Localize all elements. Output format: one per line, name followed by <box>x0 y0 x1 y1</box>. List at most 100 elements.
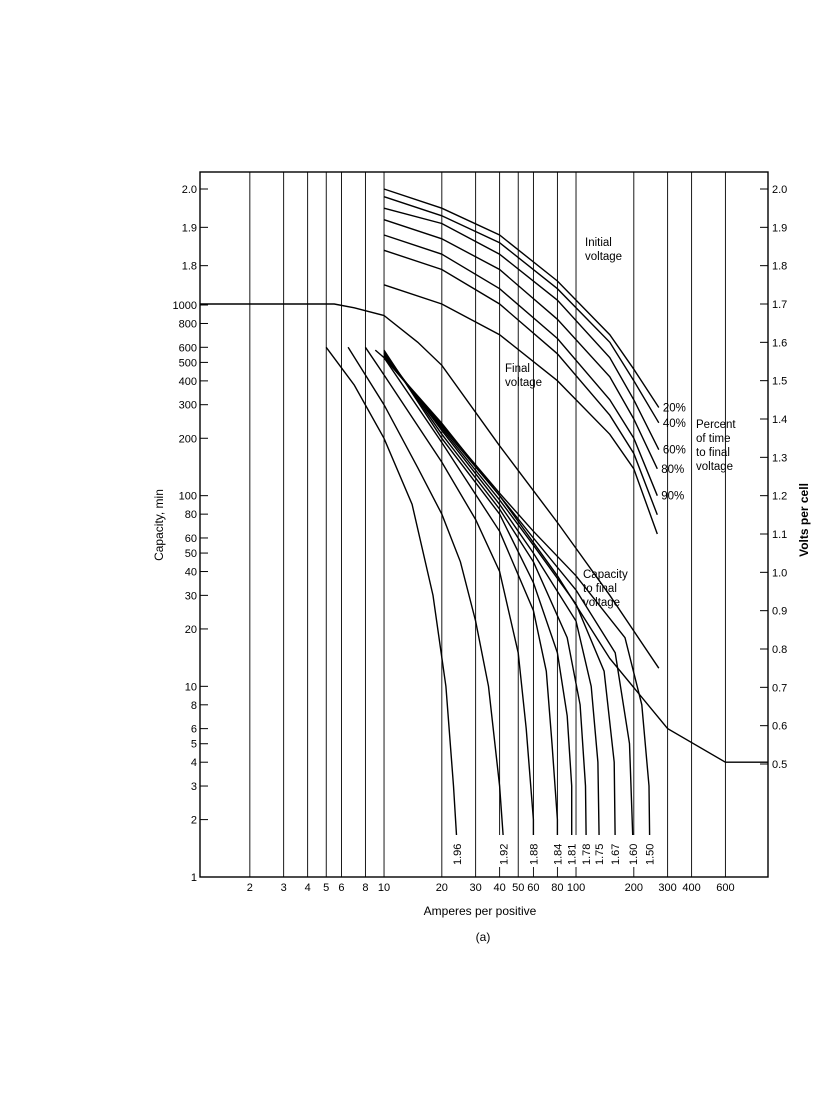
discharge-label-bg-1.96 <box>450 835 465 867</box>
percent-label-20pct: 20% <box>663 403 686 415</box>
discharge-label-bg-1.50 <box>642 835 657 867</box>
discharge-label-bg-1.92 <box>496 835 511 867</box>
discharge-label-bg-1.88 <box>526 835 541 867</box>
left-volt-tick-label-1.9: 1.9 <box>182 222 197 234</box>
right-tick-label-0.9: 0.9 <box>772 606 787 618</box>
left-axis-ticks: 1 2 3 4 5 6 8 10 20 30 40 50 60 80 100 200 300 400 500 600 8… <box>173 184 208 884</box>
discharge-label-1.75: 1.75 <box>594 844 606 865</box>
right-tick-label-1.8: 1.8 <box>772 261 787 273</box>
discharge-label-1.92: 1.92 <box>499 844 511 865</box>
x-tick-label-200: 200 <box>625 882 643 894</box>
x-tick-label-600: 600 <box>716 882 734 894</box>
discharge-label-bg-1.67 <box>608 835 623 867</box>
discharge-label-1.60: 1.60 <box>628 844 640 865</box>
left-tick-label-3: 3 <box>191 781 197 793</box>
x-tick-label-6: 6 <box>338 882 344 894</box>
percent-curve-80pct <box>383 219 658 470</box>
left-tick-label-500: 500 <box>179 357 197 369</box>
discharge-label-1.84: 1.84 <box>552 844 564 865</box>
left-volt-tick-label-2: 2.0 <box>182 184 197 196</box>
left-tick-label-800: 800 <box>179 318 197 330</box>
discharge-label-1.78: 1.78 <box>581 844 593 865</box>
left-volt-tick-label-1.8: 1.8 <box>182 261 197 273</box>
discharge-curve-1.92 <box>347 346 505 844</box>
percent-curve-extra-6 <box>383 284 658 535</box>
discharge-label-bg-1.81 <box>564 835 579 867</box>
left-tick-label-300: 300 <box>179 400 197 412</box>
right-tick-label-1.9: 1.9 <box>772 222 787 234</box>
percent-curve-90pct <box>383 234 658 496</box>
left-tick-label-4: 4 <box>191 757 197 769</box>
discharge-label-bg-1.60 <box>625 835 640 867</box>
discharge-curve-1.88 <box>364 346 535 844</box>
left-tick-label-600: 600 <box>179 342 197 354</box>
left-tick-label-50: 50 <box>185 548 197 560</box>
final-voltage-label: Final voltage <box>505 363 542 389</box>
x-tick-label-20: 20 <box>436 882 448 894</box>
discharge-curve-1.67 <box>383 354 616 844</box>
left-tick-label-5: 5 <box>191 739 197 751</box>
x-tick-label-300: 300 <box>658 882 676 894</box>
right-tick-label-1.1: 1.1 <box>772 529 787 541</box>
x-tick-label-5: 5 <box>323 882 329 894</box>
x-tick-label-400: 400 <box>682 882 700 894</box>
grid-lines <box>249 172 726 877</box>
x-tick-label-100: 100 <box>567 882 585 894</box>
x-tick-label-2: 2 <box>247 882 253 894</box>
right-tick-label-1.4: 1.4 <box>772 414 787 426</box>
discharge-label-1.88: 1.88 <box>528 844 540 865</box>
x-tick-label-8: 8 <box>362 882 368 894</box>
left-tick-label-200: 200 <box>179 433 197 445</box>
right-tick-label-1.2: 1.2 <box>772 491 787 503</box>
percent-time-label: Percent of time to final voltage <box>696 419 736 473</box>
capacity-to-final-label: Capacity to final voltage <box>583 569 628 609</box>
right-tick-label-2: 2.0 <box>772 184 787 196</box>
x-axis-label: Amperes per positive <box>424 904 537 918</box>
discharge-curve-1.96 <box>325 346 458 844</box>
left-tick-label-60: 60 <box>185 533 197 545</box>
discharge-label-1.96: 1.96 <box>452 844 464 865</box>
right-tick-label-0.5: 0.5 <box>772 759 787 771</box>
left-axis-label: Capacity, min <box>152 489 166 561</box>
right-tick-label-1.3: 1.3 <box>772 452 787 464</box>
percent-curve-extra-5 <box>383 249 658 516</box>
right-tick-label-1: 1.0 <box>772 567 787 579</box>
right-tick-label-0.7: 0.7 <box>772 682 787 694</box>
percent-curve-40pct <box>383 196 660 424</box>
x-tick-label-40: 40 <box>493 882 505 894</box>
left-tick-label-30: 30 <box>185 590 197 602</box>
right-tick-label-0.8: 0.8 <box>772 644 787 656</box>
right-tick-label-1.6: 1.6 <box>772 337 787 349</box>
left-tick-label-100: 100 <box>179 491 197 503</box>
discharge-label-bg-1.84 <box>550 835 565 867</box>
initial-voltage-label: Initial voltage <box>585 237 622 263</box>
x-tick-label-30: 30 <box>470 882 482 894</box>
curve-labels: 1.96 1.92 1.88 1.84 1.81 1.78 1.75 1.67 1.60 1.50… <box>450 403 686 867</box>
left-tick-label-20: 20 <box>185 624 197 636</box>
right-tick-label-1.5: 1.5 <box>772 376 787 388</box>
percent-curve-60pct <box>383 207 660 451</box>
x-tick-label-60: 60 <box>527 882 539 894</box>
percent-curve-20pct <box>383 188 660 408</box>
discharge-label-1.50: 1.50 <box>645 844 657 865</box>
left-tick-label-1000: 1000 <box>173 300 197 312</box>
x-axis-ticks: 2 3 4 5 6 8 10 20 30 40 50 60 80 100 200 300 400 600 <box>247 882 735 894</box>
discharge-curve-1.84 <box>374 349 559 844</box>
left-tick-label-80: 80 <box>185 509 197 521</box>
discharge-curve-1.75 <box>383 352 600 844</box>
x-tick-label-10: 10 <box>378 882 390 894</box>
x-tick-label-50: 50 <box>512 882 524 894</box>
discharge-label-bg-1.75 <box>592 835 607 867</box>
right-tick-label-1.7: 1.7 <box>772 299 787 311</box>
discharge-curve-1.50 <box>383 357 651 844</box>
discharge-label-bg-1.78 <box>579 835 594 867</box>
x-tick-label-3: 3 <box>281 882 287 894</box>
discharge-curve-1.60 <box>383 355 634 844</box>
discharge-curve-1.78 <box>383 351 587 844</box>
x-tick-label-80: 80 <box>551 882 563 894</box>
right-tick-label-0.6: 0.6 <box>772 721 787 733</box>
percent-label-80pct: 80% <box>661 464 684 476</box>
final-voltage-curve <box>200 303 660 669</box>
left-tick-label-400: 400 <box>179 376 197 388</box>
x-tick-label-4: 4 <box>305 882 311 894</box>
